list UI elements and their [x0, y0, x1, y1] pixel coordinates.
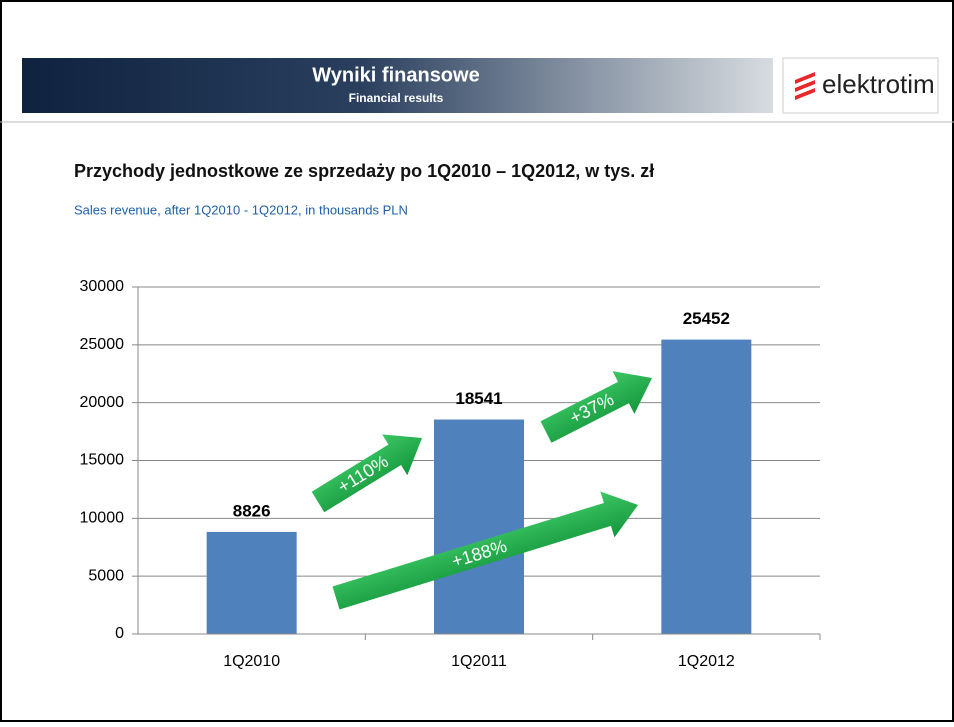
arrow-shape [540, 371, 653, 443]
header-title: Wyniki finansowe [312, 64, 479, 86]
logo-icon [795, 72, 815, 100]
arrow-shape [332, 491, 638, 610]
arrow-shape [311, 434, 423, 513]
logo-text: elektrotim [822, 69, 935, 99]
bar [434, 419, 524, 634]
x-tick-label: 1Q2010 [223, 653, 280, 670]
y-tick-label: 25000 [80, 336, 125, 353]
y-tick-label: 5000 [88, 567, 124, 584]
data-label: 18541 [455, 389, 502, 408]
data-label: 25452 [683, 309, 730, 328]
y-tick-label: 30000 [80, 278, 125, 295]
chart-subtitle: Sales revenue, after 1Q2010 - 1Q2012, in… [74, 202, 408, 217]
data-label: 8826 [233, 501, 271, 520]
header-band [22, 58, 773, 113]
y-tick-label: 15000 [80, 452, 125, 469]
chart-title: Przychody jednostkowe ze sprzedaży po 1Q… [74, 161, 654, 181]
y-tick-label: 20000 [80, 394, 125, 411]
bar [661, 339, 752, 634]
header-subtitle: Financial results [349, 91, 444, 105]
y-tick-label: 10000 [80, 510, 125, 527]
x-tick-label: 1Q2011 [451, 653, 507, 670]
y-tick-label: 0 [115, 625, 124, 642]
bar [206, 531, 297, 634]
x-tick-label: 1Q2012 [678, 653, 735, 670]
